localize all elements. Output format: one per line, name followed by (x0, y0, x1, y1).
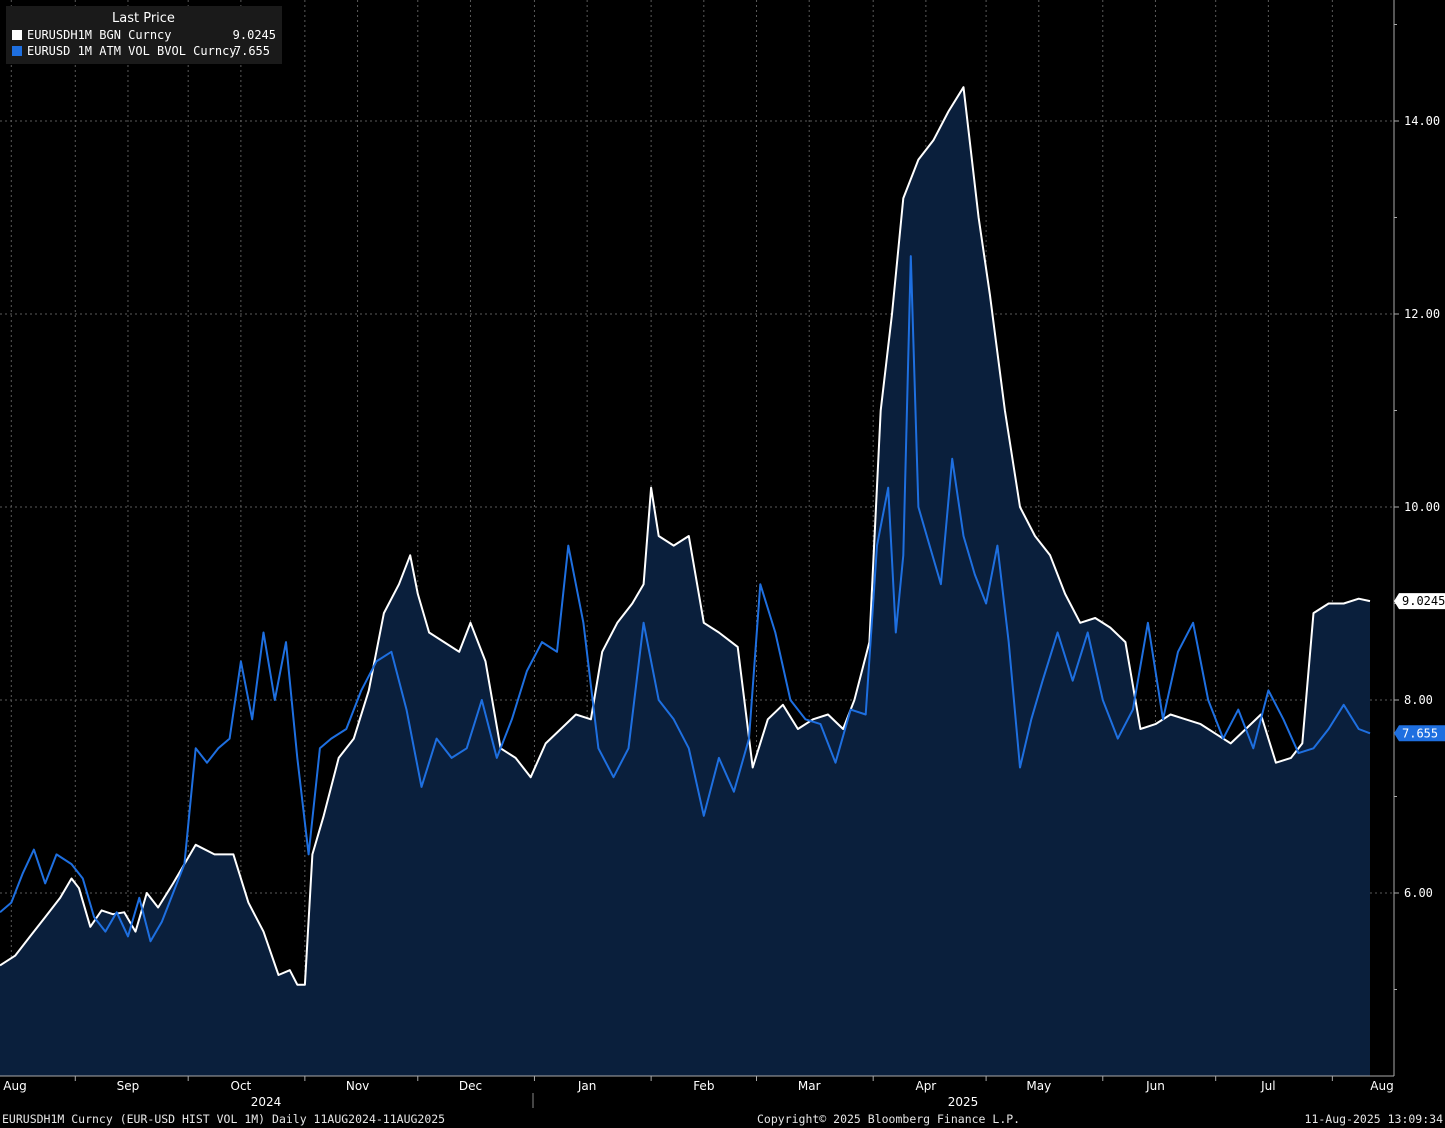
x-tick-label: Dec (459, 1079, 482, 1093)
legend-series-2-name: EURUSD 1M ATM VOL BVOL Curncy (27, 44, 237, 58)
y-tick-label: 12.00 (1404, 307, 1440, 321)
x-tick-label: Feb (693, 1079, 714, 1093)
tag-background (1394, 725, 1445, 742)
y-tick-label: 8.00 (1404, 693, 1433, 707)
y-tick-label: 14.00 (1404, 114, 1440, 128)
series-1-line (0, 86, 1371, 986)
last-value-tag-series-2: 7.655 (1394, 725, 1445, 742)
last-value-tag-series-1: 9.0245 (1394, 593, 1445, 610)
last-value-tags: 9.0245 7.655 (1394, 593, 1445, 742)
tag-background (1394, 593, 1445, 610)
axes: 6.00 8.00 10.00 12.00 14.00 Aug Sep Oct Nov Dec Ja… (0, 0, 1440, 1109)
legend-item-series-1: EURUSDH1M BGN Curncy 9.0245 (12, 27, 276, 43)
x-tick-label: Nov (346, 1079, 369, 1093)
x-tick-label: Sep (117, 1079, 140, 1093)
legend-item-series-2: EURUSD 1M ATM VOL BVOL Curncy 7.655 (12, 43, 276, 59)
legend-series-2-value: 7.655 (233, 44, 270, 58)
legend-series-1-name: EURUSDH1M BGN Curncy (27, 28, 172, 42)
series-2-line (0, 255, 1371, 943)
x-tick-label: May (1026, 1079, 1051, 1093)
x-tick-label: Aug (1370, 1079, 1393, 1093)
x-tick-label: Jul (1260, 1079, 1275, 1093)
footer-timestamp: 11-Aug-2025 13:09:34 (1304, 1112, 1443, 1126)
legend: Last Price EURUSDH1M BGN Curncy 9.0245 E… (6, 6, 282, 64)
legend-swatch-white (12, 30, 22, 40)
footer-description: EURUSDH1M Curncy (EUR-USD HIST VOL 1M) D… (2, 1112, 446, 1126)
x-tick-label: Jan (577, 1079, 597, 1093)
tag-label: 9.0245 (1402, 594, 1445, 608)
x-year-label: 2024 (251, 1095, 282, 1109)
legend-series-1-value: 9.0245 (232, 28, 276, 42)
x-tick-label: Mar (798, 1079, 821, 1093)
x-tick-label: Aug (3, 1079, 26, 1093)
x-year-label: 2025 (948, 1095, 979, 1109)
y-tick-label: 10.00 (1404, 500, 1440, 514)
legend-title: Last Price (112, 11, 175, 26)
x-tick-label: Jun (1145, 1079, 1165, 1093)
legend-swatch-blue (12, 46, 22, 56)
series-1-area (0, 87, 1370, 1076)
footer-copyright: Copyright© 2025 Bloomberg Finance L.P. (757, 1112, 1021, 1126)
y-tick-label: 6.00 (1404, 886, 1433, 900)
x-tick-label: Oct (231, 1079, 252, 1093)
tag-label: 7.655 (1402, 726, 1438, 740)
x-tick-label: Apr (915, 1079, 936, 1093)
